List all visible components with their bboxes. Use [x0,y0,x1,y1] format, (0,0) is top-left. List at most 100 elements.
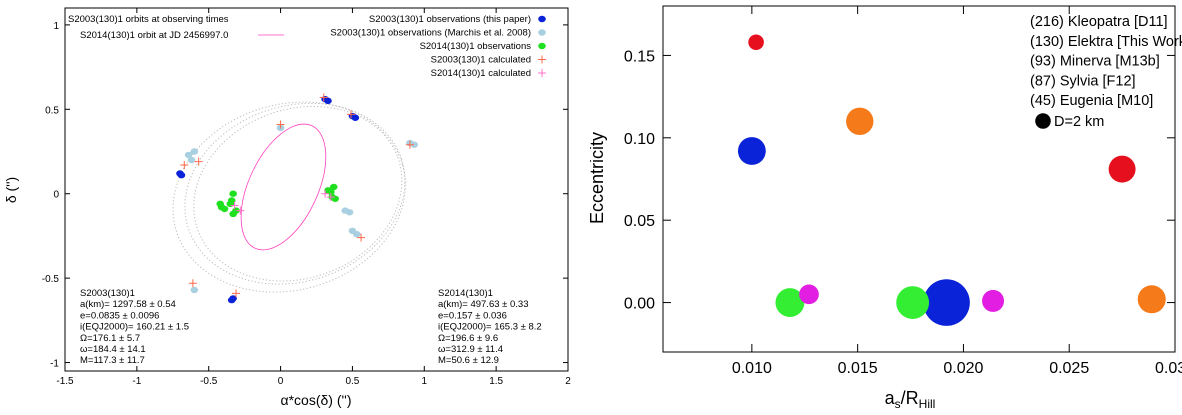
legend-marker [538,15,546,23]
moon-point-elektra [1108,155,1136,183]
x-tick-label: -0.5 [200,376,218,387]
eccentricity-x-axis-label: as/RHill [885,388,936,411]
legend-size-key-marker [1035,113,1051,129]
orbit-y-axis-label: δ ('') [3,177,19,203]
dotted-orbit [193,105,403,282]
s2003-element-line: a(km)= 1297.58 ± 0.54 [80,299,176,310]
x-tick-label: 0.5 [345,376,359,387]
s2003-element-line: ω=184.4 ± 14.1 [80,344,146,355]
eccentricity-legend: (216) Kleopatra [D11] (130) Elektra [This… [1030,14,1182,130]
x-tick-label: 0.025 [1049,360,1089,377]
dotted-orbit [184,102,406,285]
orbit-dotted-group [172,101,406,293]
legend-marker [538,29,546,36]
marchis-obs-point [190,286,199,294]
legend-entry-label: S2003(130)1 observations (this paper) [369,14,531,25]
s2014-obs-point [229,190,237,197]
moon-point-minerva [799,284,819,305]
y-tick-label: 0 [53,190,59,201]
eccentricity-plot-frame [662,5,1176,353]
dotted-orbit [172,101,406,293]
moon-point-elektra [748,34,764,51]
s2014-obs-point [229,210,237,218]
moon-point-minerva [982,289,1005,312]
s2003-element-line: e=0.0835 ± 0.0096 [80,310,159,321]
s2003-calc-point [232,289,241,298]
s2014-calc-point [230,201,239,210]
legend-orbit-2014-label: S2014(130)1 orbit at JD 2456997.0 [80,30,228,41]
s2014-obs-point [329,183,338,191]
marchis-obs-point [352,231,361,238]
s2003-calc-point [180,161,189,170]
s2003-calc-point [357,233,366,242]
s2014-element-line: S2014(130)1 [438,288,493,299]
legend-marker [538,69,546,77]
s2014-obs-point [331,195,339,202]
moon-point-kleopatra [896,286,930,319]
marchis-obs-point [345,209,354,216]
s2014-orbit [240,123,327,251]
this-paper-obs-point [324,97,332,105]
x-tick-label: -1 [132,376,141,387]
legend-size-key-label: D=2 km [1054,114,1104,130]
s2014-calc-point [326,193,335,202]
legend-entry-label: S2003(130)1 observations (Marchis et al.… [330,28,531,39]
orbit-marks-group [176,93,419,304]
s2014-element-line: e=0.157 ± 0.036 [438,310,507,321]
x-tick-label: -1.5 [56,376,74,387]
legend-entry-label: S2003(130)1 calculated [431,55,531,66]
s2003-calc-point [319,93,328,102]
s2003-element-line: M=117.3 ± 11.7 [80,355,145,366]
marchis-obs-point [187,156,196,164]
y-tick-label: 0.00 [624,296,655,313]
eccentricity-ticks-group: 0.010 0.015 0.020 0.025 0.030 0.00 0.05 0.10 0.1… [624,6,1182,377]
marchis-obs-point [184,151,193,159]
s2003-calc-point [188,279,197,288]
s2014-element-line: M=50.6 ± 12.9 [438,355,499,366]
s2014-calc-point [321,189,330,198]
orbit-plot-frame [64,7,569,372]
legend-entry-label: S2014(130)1 calculated [431,68,531,79]
this-paper-obs-point [351,114,360,121]
s2003-calc-point [194,157,203,166]
orbit-elements-text: S2003(130)1a(km)= 1297.58 ± 0.54e=0.0835… [80,288,542,366]
s2003-calc-point [405,140,414,149]
x-tick-label: 1 [422,376,428,387]
y-tick-label: 0.5 [45,105,59,116]
x-tick-label: 0 [278,376,284,387]
s2003-calc-point [276,120,285,129]
legend-entry-label: (130) Elektra [This Work] [1030,34,1182,50]
this-paper-obs-point [176,170,184,177]
s2014-obs-point [226,200,235,208]
x-tick-label: 2 [565,376,571,387]
y-tick-label: -0.5 [42,274,60,285]
y-tick-label: 0.05 [624,213,655,230]
eccentricity-y-axis-label: Eccentricity [590,132,607,224]
s2003-element-line: i(EQJ2000)= 160.21 ± 1.5 [80,322,189,333]
orbit-legend: S2003(130)1 orbits at observing times S20… [68,14,546,79]
legend-entry-label: (87) Sylvia [F12] [1030,73,1136,89]
s2014-obs-point [220,205,229,213]
legend-entry-label: (93) Minerva [M13b] [1030,54,1160,70]
s2014-element-line: ω=312.9 ± 11.4 [438,344,503,355]
y-tick-label: 1 [53,21,59,32]
legend-entry-label: (45) Eugenia [M10] [1030,93,1153,109]
x-tick-label: 0.010 [732,360,772,377]
y-tick-label: 0.10 [624,131,655,148]
eccentricity-marks-group [737,34,1166,326]
orbit-plot-panel: -1.5 -1 -0.5 0 0.5 1 1.5 2 -1 -0.5 0 0.5 1 S2003(130… [3,7,571,408]
y-tick-label: -1 [50,359,59,370]
marchis-obs-point [410,141,419,148]
s2014-calc-point [236,206,245,215]
moon-point-sylvia [923,279,970,326]
moon-point-eugenia [846,107,874,136]
x-tick-label: 1.5 [489,376,503,387]
legend-entry-label: S2014(130)1 observations [420,41,532,52]
orbit-ticks-group: -1.5 -1 -0.5 0 0.5 1 1.5 2 -1 -0.5 0 0.5 1 [42,8,571,387]
x-tick-label: 0.015 [838,360,878,377]
y-tick-label: 0.15 [624,48,655,65]
eccentricity-plot-panel: 0.010 0.015 0.020 0.025 0.030 0.00 0.05 0.10 0.1… [590,5,1182,411]
moon-point-eugenia [1137,285,1166,314]
x-tick-label: 0.020 [943,360,983,377]
x-tick-label: 0.030 [1155,360,1182,377]
